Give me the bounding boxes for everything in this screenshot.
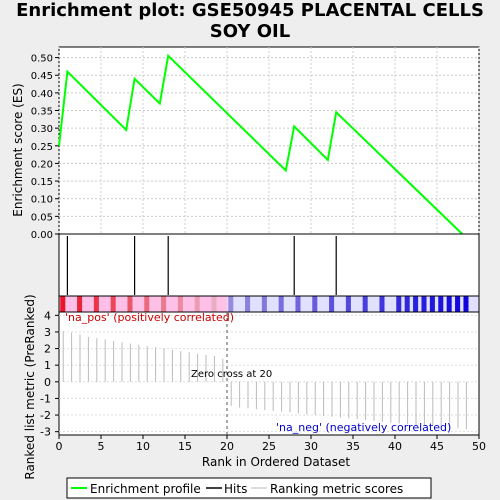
x-tick-label: 15	[178, 440, 192, 453]
rank-tick-label: 3	[44, 326, 51, 339]
x-tick-label: 30	[304, 440, 318, 453]
rank-color-bar	[58, 295, 480, 313]
x-tick-label: 5	[98, 440, 105, 453]
color-bar-segment	[127, 296, 133, 312]
color-bar-segment	[144, 296, 150, 312]
x-tick-label: 25	[262, 440, 276, 453]
rank-tick-label: 0	[44, 376, 51, 389]
color-bar-segment	[295, 296, 301, 312]
color-bar-segment	[455, 296, 461, 312]
rank-tick-label: -3	[40, 426, 51, 439]
color-bar-segment	[245, 296, 251, 312]
rank-ylabel: Ranked list metric (PreRanked)	[23, 294, 37, 479]
color-bar-segment	[329, 296, 335, 312]
chart-title: Enrichment plot: GSE50945 PLACENTAL CELL…	[16, 0, 484, 42]
color-bar-segment	[438, 296, 444, 312]
pos-band	[59, 296, 227, 312]
es-tick-label: 0.45	[31, 71, 53, 82]
color-bar-segment	[446, 296, 452, 312]
x-tick-label: 0	[56, 440, 63, 453]
color-bar-segment	[211, 296, 217, 312]
es-tick-label: 0.15	[31, 177, 53, 188]
es-tick-label: 0.35	[31, 107, 53, 118]
color-bar-segment	[110, 296, 116, 312]
es-ylabel: Enrichment score (ES)	[11, 83, 25, 216]
color-bar-segment	[194, 296, 200, 312]
color-bar-segment	[362, 296, 368, 312]
color-bar-segment	[345, 296, 351, 312]
color-bar-segment	[60, 296, 66, 312]
x-tick-label: 50	[472, 440, 486, 453]
color-bar-segment	[261, 296, 267, 312]
zero-cross-label: Zero cross at 20	[191, 369, 272, 380]
rank-tick-label: 4	[44, 309, 51, 322]
x-tick-label: 35	[346, 440, 360, 453]
color-bar-segment	[93, 296, 99, 312]
hits-panel	[58, 233, 480, 297]
color-bar-segment	[396, 296, 402, 312]
legend-enrichment-label: Enrichment profile	[90, 482, 201, 496]
x-tick-label: 45	[430, 440, 444, 453]
rank-tick-label: -1	[40, 392, 51, 405]
color-bar-segment	[379, 296, 385, 312]
rank-tick-label: 1	[44, 359, 51, 372]
es-tick-label: 0.25	[31, 142, 53, 153]
color-bar-segment	[228, 296, 234, 312]
color-bar-segment	[77, 296, 83, 312]
color-bar-segment	[161, 296, 167, 312]
color-bar-segment	[421, 296, 427, 312]
color-bar-segment	[413, 296, 419, 312]
x-axis-label: Rank in Ordered Dataset	[202, 455, 350, 469]
legend-hits-label: Hits	[224, 482, 247, 496]
color-bar-segment	[177, 296, 183, 312]
es-tick-label: 0.05	[31, 212, 53, 223]
rank-tick-label: 2	[44, 343, 51, 356]
x-tick-label: 40	[388, 440, 402, 453]
color-bar-segment	[463, 296, 469, 312]
rank-plot-area	[58, 311, 480, 436]
legend-box	[66, 477, 432, 499]
enrichment-profile-line	[58, 53, 463, 235]
es-tick-label: 0.00	[31, 230, 53, 241]
es-tick-label: 0.30	[31, 124, 53, 135]
es-tick-label: 0.10	[31, 195, 53, 206]
color-bar-segment	[312, 296, 318, 312]
color-bar-segment	[404, 296, 410, 312]
x-tick-label: 10	[136, 440, 150, 453]
es-tick-label: 0.20	[31, 159, 53, 170]
x-tick-label: 20	[220, 440, 234, 453]
rank-tick-label: -2	[40, 409, 51, 422]
neg-correlated-label: 'na_neg' (negatively correlated)	[276, 421, 451, 434]
legend-ranking-label: Ranking metric scores	[270, 482, 403, 496]
es-tick-label: 0.50	[31, 54, 53, 65]
es-tick-label: 0.40	[31, 89, 53, 100]
color-bar-segment	[278, 296, 284, 312]
pos-correlated-label: 'na_pos' (positively correlated)	[65, 311, 234, 324]
color-bar-segment	[429, 296, 435, 312]
